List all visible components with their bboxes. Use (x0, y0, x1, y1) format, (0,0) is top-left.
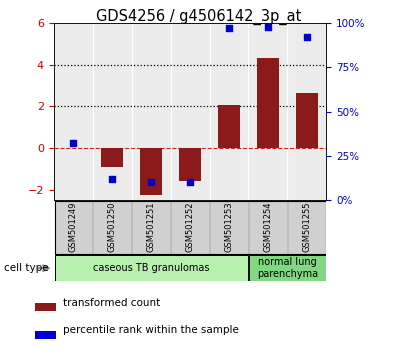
FancyBboxPatch shape (133, 201, 170, 254)
Bar (140, 148, 162, 195)
Text: GSM501255: GSM501255 (302, 201, 311, 252)
Bar (101, 148, 123, 167)
FancyBboxPatch shape (288, 201, 326, 254)
FancyBboxPatch shape (210, 201, 248, 254)
Point (148, 179, 154, 185)
FancyBboxPatch shape (55, 255, 248, 281)
FancyBboxPatch shape (94, 201, 131, 254)
Bar (35, 331, 57, 339)
Point (70, 141, 76, 146)
Bar (257, 58, 279, 148)
Text: normal lung
parenchyma: normal lung parenchyma (257, 257, 318, 279)
FancyBboxPatch shape (249, 255, 326, 281)
Text: GSM501254: GSM501254 (263, 201, 273, 252)
Point (226, 25, 232, 31)
Bar (35, 303, 57, 311)
Text: GDS4256 / g4506142_3p_at: GDS4256 / g4506142_3p_at (96, 9, 302, 25)
Bar (179, 148, 201, 181)
Text: GSM501251: GSM501251 (146, 201, 156, 252)
Text: caseous TB granulomas: caseous TB granulomas (93, 263, 209, 273)
FancyBboxPatch shape (249, 201, 287, 254)
FancyBboxPatch shape (172, 201, 209, 254)
Point (109, 176, 115, 182)
Point (265, 24, 271, 29)
Point (304, 34, 310, 40)
FancyBboxPatch shape (55, 201, 92, 254)
Text: cell type: cell type (4, 263, 49, 273)
Bar (218, 105, 240, 148)
Text: GSM501249: GSM501249 (69, 201, 78, 252)
Text: transformed count: transformed count (63, 298, 161, 308)
Text: GSM501250: GSM501250 (107, 201, 117, 252)
Text: GSM501252: GSM501252 (185, 201, 195, 252)
Point (187, 179, 193, 185)
Bar (296, 93, 318, 148)
Text: GSM501253: GSM501253 (224, 201, 234, 252)
Text: percentile rank within the sample: percentile rank within the sample (63, 325, 239, 335)
